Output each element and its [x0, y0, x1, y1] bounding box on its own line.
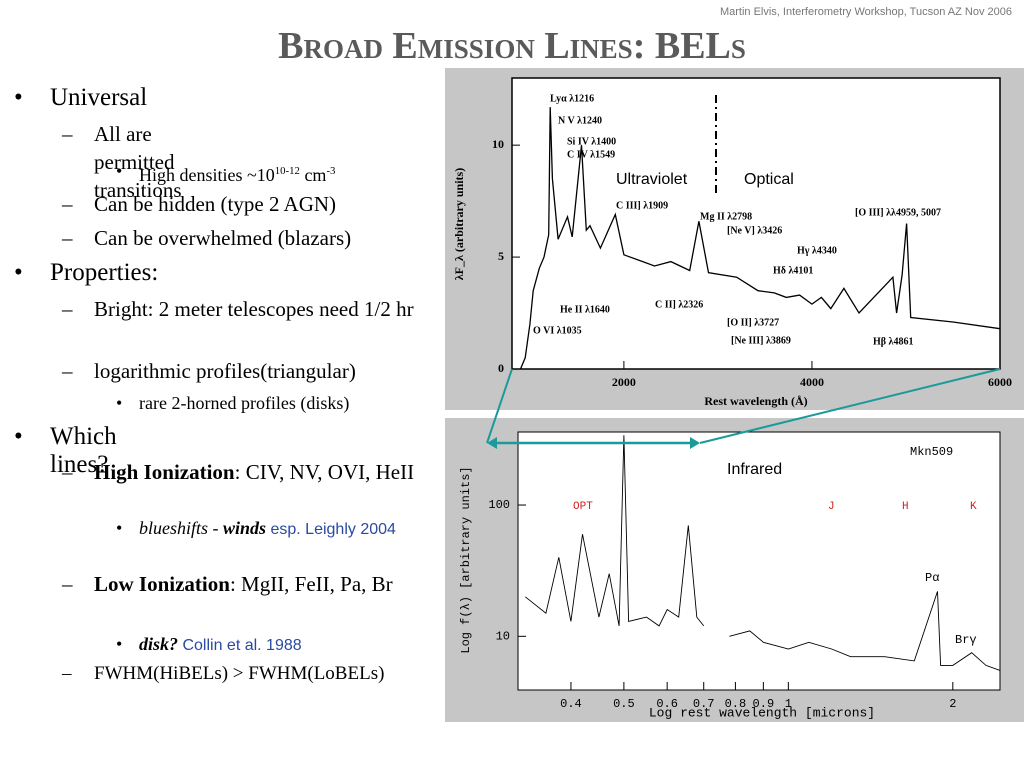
bullet-text: Low Ionization: MgII, FeII, Pa, Br [94, 570, 439, 598]
plot-frame [517, 431, 1001, 691]
line-label: [Ne V] λ3426 [727, 225, 782, 236]
y-tick-label: 0 [498, 361, 504, 375]
bullet-text: Can be hidden (type 2 AGN) [94, 192, 337, 216]
slide-title: Broad Emission Lines: BELs [278, 25, 746, 67]
band-label: H [902, 501, 909, 513]
x-tick-label: 0.6 [656, 697, 678, 711]
reference: Collin et al. 1988 [178, 637, 302, 654]
text: winds [223, 518, 267, 538]
x-tick-label: 0.8 [725, 697, 747, 711]
bullet-text: Properties: [50, 259, 159, 286]
figure-panel [445, 68, 1024, 410]
bullet-text: disk? Collin et al. 1988 [139, 630, 302, 660]
text: 10-12 [274, 165, 300, 177]
region-label: Optical [744, 171, 794, 188]
bullet-text: logarithmic profiles(triangular) [94, 359, 356, 383]
x-tick-label: 0.7 [693, 697, 715, 711]
text: blueshifts [139, 518, 209, 538]
y-tick-label: 5 [498, 249, 504, 263]
text: cm [299, 165, 327, 185]
line-label: Hδ λ4101 [773, 265, 813, 276]
bullet-text: High densities ~1010-12 cm-3 [139, 157, 335, 189]
x-tick-label: 0.4 [560, 697, 582, 711]
line-label: Mg II λ2798 [700, 211, 752, 222]
line-label: Pα [925, 571, 939, 585]
x-axis-label: Log rest wavelength [microns] [649, 705, 875, 720]
text: : MgII, FeII, Pa, Br [229, 572, 393, 596]
text: disk? [139, 634, 179, 654]
object-label: Mkn509 [910, 445, 953, 459]
spectrum [525, 435, 1001, 671]
line-label: [Ne III] λ3869 [731, 335, 791, 346]
bullet-text: rare 2-horned profiles (disks) [139, 393, 350, 413]
line-label: He II λ1640 [560, 304, 610, 315]
line-label: N V λ1240 [558, 115, 602, 126]
band-label: K [970, 501, 977, 513]
text: High densities ~10 [139, 165, 275, 185]
line-label: Lyα λ1216 [550, 93, 594, 104]
bullet-text: blueshifts - winds esp. Leighly 2004 [139, 517, 429, 541]
bullet-text: Can be overwhelmed (blazars) [94, 226, 352, 250]
line-label: Brγ [955, 633, 977, 647]
x-tick-label: 1 [785, 697, 792, 711]
y-axis-label: Log f(λ) [arbitrary units] [459, 466, 473, 653]
text: High Ionization [94, 460, 235, 484]
x-tick-label: 4000 [800, 375, 824, 389]
x-tick-label: 6000 [988, 375, 1012, 389]
line-label: [O III] λλ4959, 5007 [855, 207, 941, 218]
line-label: Hβ λ4861 [873, 336, 913, 347]
x-axis-label: Rest wavelength (Å) [704, 394, 807, 408]
arrow-head [487, 437, 700, 449]
band-label: J [828, 501, 835, 513]
line-label: [O II] λ3727 [727, 317, 779, 328]
region-label: Ultraviolet [616, 171, 688, 188]
line-label: C III] λ1909 [616, 200, 668, 211]
bullet-text: Which lines? [50, 423, 117, 478]
connector [486, 368, 513, 444]
y-tick-label: 100 [488, 498, 510, 512]
bullet-text: FWHM(HiBELs) > FWHM(LoBELs) [94, 663, 385, 684]
line-label: O VI λ1035 [533, 325, 582, 336]
figure-panel [445, 418, 1024, 722]
x-tick-label: 2 [949, 697, 956, 711]
y-axis-label: λF_λ (arbitrary units) [452, 168, 466, 280]
connector [699, 368, 1001, 444]
line-label: C II] λ2326 [655, 299, 703, 310]
band-label: OPT [573, 501, 593, 513]
bullet-text: High Ionization: CIV, NV, OVI, HeII [94, 458, 439, 486]
line-label: C IV λ1549 [567, 149, 615, 160]
bullet-text: All are permitted transitions [94, 122, 182, 202]
x-tick-label: 2000 [612, 375, 636, 389]
x-tick-label: 0.9 [753, 697, 775, 711]
y-tick-label: 10 [496, 629, 510, 643]
text: - [208, 518, 224, 538]
bullet-text: Bright: 2 meter telescopes need 1/2 hr [94, 297, 414, 321]
text: Low Ionization [94, 572, 230, 596]
x-tick-label: 0.5 [613, 697, 635, 711]
bullet-text: Universal [50, 84, 148, 111]
y-tick-label: 10 [492, 137, 504, 151]
credit: Martin Elvis, Interferometry Workshop, T… [719, 6, 1012, 18]
reference: esp. Leighly 2004 [266, 521, 396, 538]
text: : CIV, NV, OVI, HeII [234, 460, 415, 484]
region-label: Infrared [727, 461, 782, 478]
line-label: Si IV λ1400 [567, 136, 616, 147]
plot-frame [511, 77, 1001, 370]
text: -3 [326, 165, 336, 177]
spectrum [519, 107, 1001, 370]
line-label: Hγ λ4340 [797, 245, 837, 256]
